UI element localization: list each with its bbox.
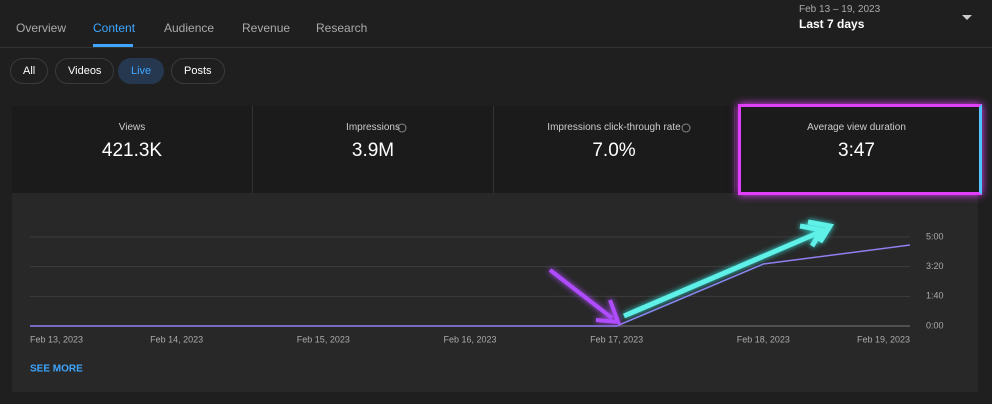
x-tick-label: Feb 16, 2023 [443,334,496,344]
y-tick-label: 3:20 [926,261,944,271]
metric-value: 3.9M [351,140,395,161]
dropdown-icon[interactable] [961,14,973,22]
x-tick-label: Feb 18, 2023 [737,334,790,344]
tab[interactable]: Audience [164,21,215,35]
info-icon[interactable] [681,123,691,133]
y-tick-label: 0:00 [926,320,944,330]
line [30,244,911,327]
x-tick-label: Feb 13, 2023 [30,334,83,344]
highlight-box [738,104,982,195]
info-icon[interactable] [397,123,407,133]
x-tick-label: Feb 14, 2023 [150,334,203,344]
metric-label: Average view duration [807,122,906,133]
metric-value: 3:47 [838,140,875,161]
metric-label: Impressions click-through rate [547,122,681,133]
date-label[interactable]: Last 7 days [799,17,865,31]
x-tick-label: Feb 15, 2023 [297,334,350,344]
y-tick-label: 5:00 [926,231,944,241]
metric-label: Impressions [346,122,400,133]
metric-value: 421.3K [101,140,163,161]
metric-value: 7.0% [592,140,636,161]
metric-card[interactable]: Impressions click-through rate 7.0% [494,106,735,193]
metric-label: Views [118,122,146,133]
filter-chip[interactable]: All [10,58,49,84]
metric-card[interactable]: Views 421.3K [12,106,253,193]
tab[interactable]: Revenue [242,21,291,35]
date-range[interactable]: Feb 13 – 19, 2023 [799,4,881,15]
tab[interactable]: Overview [16,21,67,35]
filter-chip[interactable]: Live [118,58,165,84]
metric-card[interactable]: Impressions 3.9M [253,106,494,193]
y-tick-label: 1:40 [926,291,944,301]
tab[interactable]: Content [93,21,136,35]
tab[interactable]: Research [316,21,368,35]
x-tick-label: Feb 19, 2023 [857,334,910,344]
x-tick-label: Feb 17, 2023 [590,334,643,344]
see-more-link[interactable]: SEE MORE [30,364,83,375]
tab-underline [93,44,133,47]
metric-card[interactable]: Average view duration 3:47 [735,106,978,193]
filter-chip[interactable]: Posts [171,58,225,84]
filter-chip[interactable]: Videos [55,58,115,84]
annotation-arrow [623,219,835,319]
divider [0,47,992,48]
annotation-arrow [548,268,621,325]
